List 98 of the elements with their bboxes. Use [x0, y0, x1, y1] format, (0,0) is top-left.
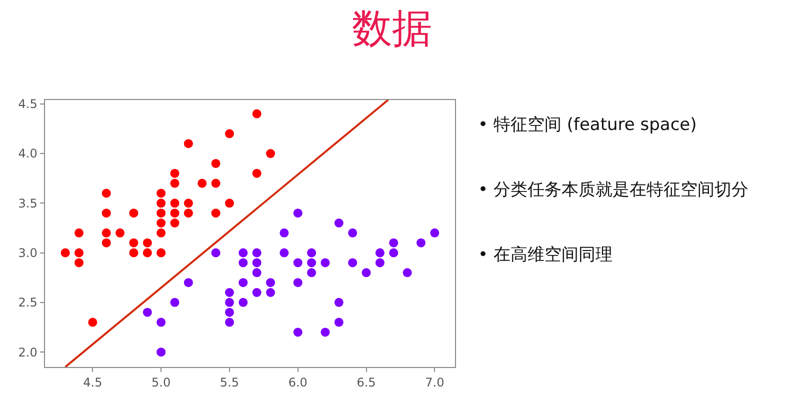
point — [280, 248, 289, 258]
point — [211, 178, 220, 188]
point — [74, 258, 84, 268]
point — [389, 238, 398, 248]
point — [211, 248, 220, 258]
x-tick-label: 6.5 — [356, 375, 376, 390]
point — [307, 268, 316, 278]
point — [320, 258, 330, 268]
point — [170, 198, 180, 208]
point — [142, 248, 152, 258]
x-tick-label: 6.0 — [288, 375, 308, 390]
point — [156, 198, 166, 208]
point — [60, 248, 70, 258]
point — [430, 228, 440, 238]
point — [224, 308, 234, 317]
point — [129, 238, 138, 248]
point — [252, 248, 262, 258]
point — [224, 129, 234, 138]
point — [348, 258, 358, 268]
point — [129, 208, 138, 218]
point — [238, 258, 248, 268]
point — [102, 188, 111, 198]
point — [129, 248, 138, 258]
point — [102, 238, 111, 248]
point — [74, 248, 84, 258]
point — [375, 248, 384, 258]
point — [252, 168, 262, 178]
point — [224, 288, 234, 297]
y-tick-label: 2.0 — [18, 345, 38, 360]
point — [224, 198, 234, 208]
point — [252, 288, 262, 297]
point — [334, 218, 344, 228]
point — [211, 208, 220, 218]
point — [266, 149, 276, 158]
y-tick-label: 4.5 — [18, 97, 38, 112]
point — [293, 258, 302, 268]
point — [88, 318, 98, 327]
point — [170, 218, 180, 228]
point — [170, 208, 180, 218]
point — [334, 318, 344, 327]
point — [280, 228, 289, 238]
point — [375, 258, 384, 268]
y-tick-label: 3.5 — [18, 196, 38, 210]
point — [156, 248, 166, 258]
text: • 在高维空间同理 — [478, 245, 612, 265]
point — [170, 178, 180, 188]
point — [389, 248, 398, 258]
point — [184, 139, 193, 148]
point — [156, 188, 166, 198]
x-tick-label: 5.0 — [152, 375, 171, 390]
point — [362, 268, 371, 278]
text: • 特征空间 (feature space) — [478, 115, 697, 135]
point — [320, 328, 330, 337]
point — [156, 208, 166, 218]
point — [170, 298, 180, 307]
point — [238, 278, 248, 288]
point — [224, 318, 234, 327]
point — [307, 248, 316, 258]
point — [170, 168, 180, 178]
point — [156, 318, 166, 327]
point — [293, 278, 302, 288]
point — [102, 228, 111, 238]
point — [348, 228, 358, 238]
point — [156, 218, 166, 228]
point — [252, 268, 262, 278]
point — [156, 348, 166, 357]
point — [184, 198, 193, 208]
chart-title: 数据 — [352, 6, 432, 52]
point — [238, 248, 248, 258]
x-tick-label: 7.0 — [425, 375, 444, 390]
point — [156, 228, 166, 238]
point — [266, 278, 276, 288]
point — [266, 288, 276, 297]
point — [416, 238, 426, 248]
y-tick-label: 4.0 — [18, 146, 38, 161]
point — [293, 328, 302, 337]
point — [252, 109, 262, 118]
x-tick-label: 5.5 — [220, 375, 240, 390]
point — [402, 268, 412, 278]
point — [74, 228, 84, 238]
text: • 分类任务本质就是在特征空间切分 — [478, 180, 748, 200]
point — [224, 298, 234, 307]
point — [184, 208, 193, 218]
point — [252, 258, 262, 268]
point — [102, 208, 111, 218]
point — [142, 238, 152, 248]
y-tick-label: 2.5 — [18, 296, 38, 310]
y-tick-label: 3.0 — [18, 246, 38, 260]
point — [238, 298, 248, 307]
point — [211, 158, 220, 168]
x-tick-label: 4.5 — [83, 375, 102, 390]
point — [198, 178, 207, 188]
point — [184, 278, 193, 288]
point — [142, 308, 152, 317]
point — [307, 258, 316, 268]
point — [116, 228, 125, 238]
point — [293, 208, 302, 218]
point — [334, 298, 344, 307]
